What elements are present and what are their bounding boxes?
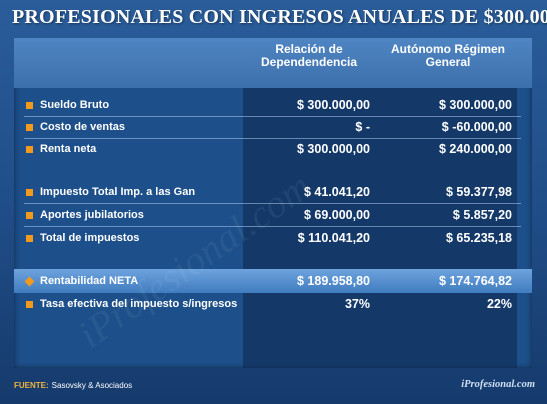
table-row: Sueldo Bruto $ 300.000,00 $ 300.000,00 — [24, 96, 521, 116]
row-value-autonomo: $ 59.377,98 — [445, 185, 512, 199]
table-row: Impuesto Total Imp. a las Gan $ 41.041,2… — [24, 183, 521, 203]
table-row: Costo de ventas $ - $ -60.000,00 — [24, 118, 521, 138]
row-value-dependencia: $ 300.000,00 — [297, 98, 370, 112]
row-label: Tasa efectiva del impuesto s/ingresos — [40, 298, 238, 310]
row-divider — [24, 226, 521, 227]
column-header-autonomo: Autónomo Régimen General — [391, 42, 505, 69]
diamond-bullet-icon — [24, 276, 35, 287]
row-value-dependencia: $ 189.958,80 — [297, 274, 370, 288]
row-value-autonomo: $ -60.000,00 — [441, 120, 512, 134]
bullet-icon — [26, 124, 33, 131]
row-divider — [24, 116, 521, 117]
row-value-autonomo: $ 5.857,20 — [452, 208, 512, 222]
table-row: Aportes jubilatorios $ 69.000,00 $ 5.857… — [24, 206, 521, 226]
row-value-autonomo: $ 65.235,18 — [445, 231, 512, 245]
bullet-icon — [26, 146, 33, 153]
footer-source-label: FUENTE: — [14, 381, 49, 390]
column-header-dependencia: Relación de Dependendencia — [260, 42, 358, 69]
row-label: Aportes jubilatorios — [40, 209, 144, 221]
table-header-band — [14, 38, 532, 88]
row-label: Total de impuestos — [40, 232, 140, 244]
page-title: PROFESIONALES CON INGRESOS ANUALES DE $3… — [12, 6, 547, 28]
table-row: Total de impuestos $ 110.041,20 $ 65.235… — [24, 229, 521, 249]
footer-brand-logo: iProfesional.com — [461, 379, 535, 390]
row-value-dependencia: $ 69.000,00 — [303, 208, 370, 222]
values-column-background — [243, 88, 517, 368]
row-value-dependencia: $ 110.041,20 — [297, 231, 370, 245]
row-value-dependencia: $ - — [355, 120, 370, 134]
row-value-autonomo: $ 300.000,00 — [439, 98, 512, 112]
table-row: Renta neta $ 300.000,00 $ 240.000,00 — [24, 140, 521, 160]
row-value-dependencia: 37% — [344, 297, 370, 311]
bullet-icon — [26, 189, 33, 196]
row-label: Impuesto Total Imp. a las Gan — [40, 186, 196, 198]
footer-source: FUENTE: Sasovsky & Asociados — [14, 381, 132, 390]
row-divider — [24, 138, 521, 139]
row-value-autonomo: 22% — [486, 297, 512, 311]
table-row: Tasa efectiva del impuesto s/ingresos 37… — [24, 295, 521, 315]
row-value-dependencia: $ 300.000,00 — [297, 142, 370, 156]
bullet-icon — [26, 102, 33, 109]
table-row-highlighted: Rentabilidad NETA $ 189.958,80 $ 174.764… — [24, 272, 521, 292]
row-label: Sueldo Bruto — [40, 99, 110, 111]
highlight-row-band — [14, 269, 532, 293]
row-value-autonomo: $ 240.000,00 — [439, 142, 512, 156]
row-divider — [24, 203, 521, 204]
footer-source-value: Sasovsky & Asociados — [51, 381, 133, 390]
row-label: Rentabilidad NETA — [40, 275, 139, 287]
row-label: Costo de ventas — [40, 121, 125, 133]
row-value-autonomo: $ 174.764,82 — [439, 274, 512, 288]
bullet-icon — [26, 212, 33, 219]
bullet-icon — [26, 301, 33, 308]
row-label: Renta neta — [40, 143, 97, 155]
row-value-dependencia: $ 41.041,20 — [303, 185, 370, 199]
bullet-icon — [26, 235, 33, 242]
